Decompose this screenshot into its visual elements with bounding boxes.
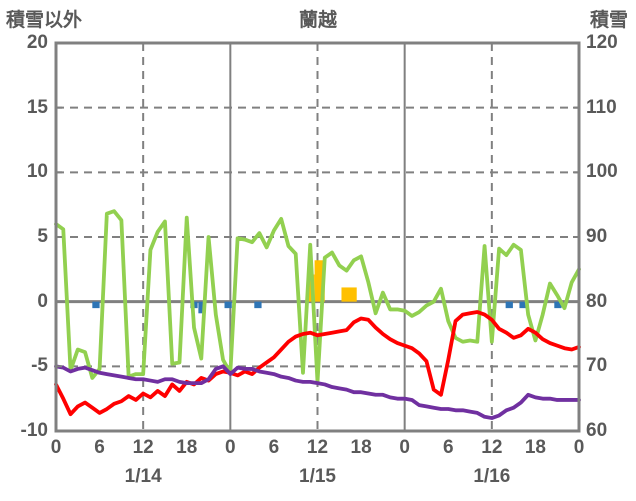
right-axis-tick: 80 (586, 290, 608, 312)
blue-bar (254, 301, 262, 309)
blue-bar (224, 301, 232, 309)
left-axis-tick: 0 (37, 290, 48, 312)
x-axis-hour-tick: 12 (481, 437, 503, 458)
x-axis-hour-tick: 0 (225, 437, 236, 458)
blue-bar (198, 301, 206, 314)
orange-bar (341, 287, 357, 302)
x-axis-hour-tick: 6 (442, 437, 454, 458)
right-axis-tick: 90 (586, 226, 608, 247)
x-axis-date-label: 1/15 (299, 466, 336, 487)
purple-line (54, 364, 581, 420)
left-axis-tick: 20 (26, 32, 48, 53)
blue-bar (505, 301, 513, 309)
x-axis-date-label: 1/14 (124, 466, 162, 487)
blue-bar (92, 301, 100, 309)
x-axis-hour-tick: 0 (50, 437, 62, 458)
left-axis-title: 積雪以外 (6, 10, 83, 31)
left-axis-tick: 15 (26, 96, 48, 118)
x-axis-hour-tick: 18 (176, 437, 198, 458)
left-axis-tick: -10 (20, 420, 48, 441)
right-axis-tick: 100 (586, 161, 618, 183)
red-line (54, 310, 581, 417)
x-axis-hour-tick: 18 (350, 437, 372, 458)
orange-bar (314, 260, 325, 302)
right-axis-title: 積雪 (589, 10, 628, 31)
blue-bar (519, 301, 527, 309)
left-axis-tick: -5 (31, 355, 48, 377)
right-axis-tick: 110 (586, 96, 617, 118)
right-axis-tick: 70 (586, 355, 608, 377)
x-axis-date-label: 1/16 (473, 466, 511, 487)
x-axis-hour-tick: 0 (573, 437, 585, 458)
blue-bar (554, 301, 562, 309)
right-axis-tick: 120 (586, 32, 618, 53)
x-axis-hour-tick: 18 (524, 437, 546, 458)
x-axis-hour-tick: 12 (306, 437, 329, 458)
chart-title: 蘭越 (298, 10, 337, 31)
x-axis-hour-tick: 12 (132, 437, 154, 458)
x-axis-hour-tick: 6 (268, 437, 280, 458)
left-axis-tick: 10 (26, 161, 48, 183)
left-axis-tick: 5 (37, 226, 48, 247)
right-axis-tick: 60 (586, 420, 608, 441)
x-axis-hour-tick: 6 (94, 437, 105, 458)
x-axis-hour-tick: 0 (399, 437, 410, 458)
